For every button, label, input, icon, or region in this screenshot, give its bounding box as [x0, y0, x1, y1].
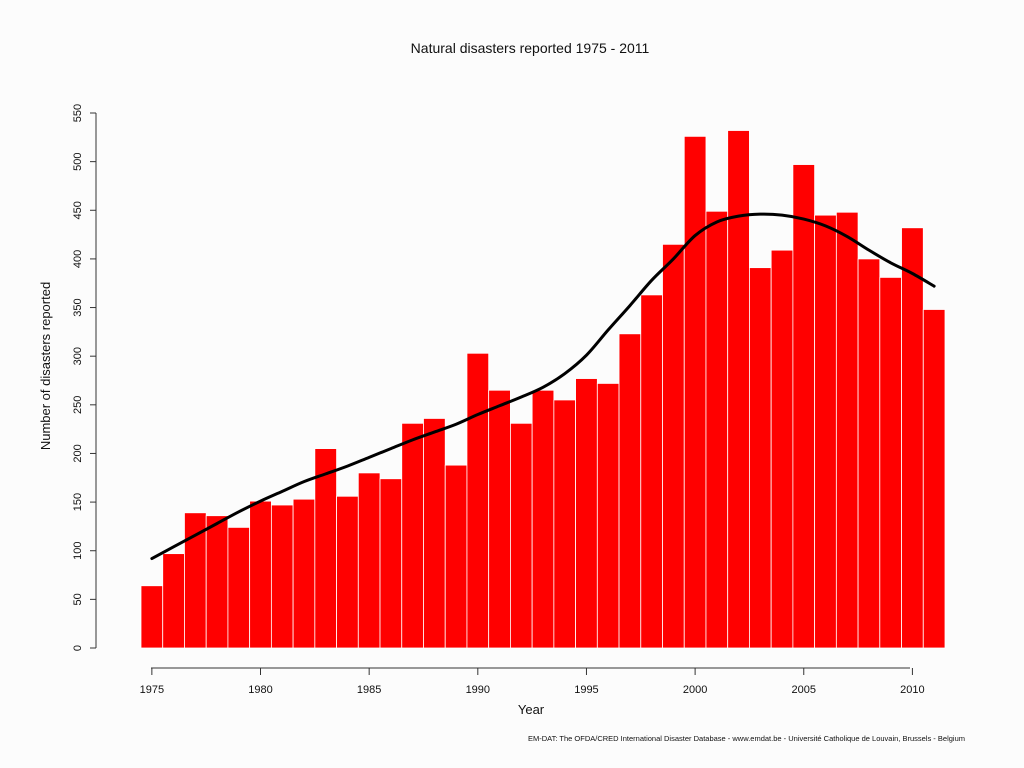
bars-group [140, 130, 946, 649]
bar-1985 [357, 472, 381, 649]
bar-1988 [423, 418, 446, 649]
bar-2001 [705, 210, 729, 649]
bar-1989 [444, 464, 468, 649]
bar-1976 [162, 553, 185, 649]
bar-1980 [249, 500, 272, 649]
source-note: EM-DAT: The OFDA/CRED International Disa… [528, 734, 965, 743]
y-tick-label-100: 100 [72, 542, 84, 560]
bar-1998 [640, 294, 663, 649]
x-tick-label-1985: 1985 [357, 684, 381, 696]
x-tick-label-1995: 1995 [574, 684, 598, 696]
bar-2000 [683, 135, 707, 649]
y-tick-label-350: 350 [72, 298, 84, 316]
y-tick-label-550: 550 [72, 104, 84, 122]
chart-title: Natural disasters reported 1975 - 2011 [411, 40, 650, 56]
bar-1995 [575, 378, 598, 649]
bar-2010 [901, 227, 924, 649]
bar-1986 [379, 478, 403, 649]
x-axis-label: Year [518, 702, 545, 717]
bar-2005 [792, 164, 816, 649]
y-tick-label-150: 150 [72, 493, 84, 511]
x-tick-label-2010: 2010 [900, 684, 924, 696]
bar-1984 [336, 495, 359, 649]
x-tick-label-1980: 1980 [248, 684, 272, 696]
bar-1991 [488, 389, 511, 649]
x-tick-label-1990: 1990 [466, 684, 490, 696]
bar-1996 [596, 383, 620, 649]
bar-2006 [814, 214, 837, 649]
trend-line [150, 212, 936, 561]
x-axis-ticks: 1975 1980 1985 1990 1995 2000 2005 2010 [140, 668, 925, 696]
y-tick-label-450: 450 [72, 201, 84, 219]
bar-1977 [184, 512, 207, 649]
bar-2009 [879, 276, 902, 649]
bar-2003 [749, 267, 772, 649]
y-tick-label-300: 300 [72, 347, 84, 365]
bar-1979 [227, 526, 251, 649]
x-tick-label-1975: 1975 [140, 684, 164, 696]
x-tick-label-2005: 2005 [792, 684, 816, 696]
bar-1994 [553, 399, 576, 649]
y-axis-ticks: 0 50 100 150 200 250 300 350 400 450 500 550 [72, 104, 96, 651]
y-tick-label-200: 200 [72, 444, 84, 462]
bar-1975 [140, 585, 164, 649]
bar-1987 [401, 422, 424, 649]
bar-1982 [292, 498, 316, 649]
x-tick-label-2000: 2000 [683, 684, 707, 696]
y-tick-label-250: 250 [72, 396, 84, 414]
bar-1999 [662, 243, 685, 649]
bar-2002 [727, 130, 750, 649]
trend-line-group [150, 212, 936, 561]
bar-1997 [618, 333, 642, 649]
bar-1978 [205, 515, 229, 649]
y-tick-label-0: 0 [72, 645, 84, 651]
bar-2011 [922, 309, 946, 649]
y-axis-label: Number of disasters reported [38, 282, 53, 450]
bar-1993 [531, 389, 555, 649]
bar-2008 [857, 258, 881, 649]
bar-1992 [510, 422, 533, 649]
y-tick-label-500: 500 [72, 152, 84, 170]
y-tick-label-50: 50 [72, 593, 84, 605]
bar-2004 [770, 249, 794, 649]
bar-1981 [270, 504, 294, 649]
y-tick-label-400: 400 [72, 250, 84, 268]
bar-1983 [314, 448, 337, 649]
bar-1990 [466, 352, 490, 649]
bar-2007 [835, 211, 859, 649]
